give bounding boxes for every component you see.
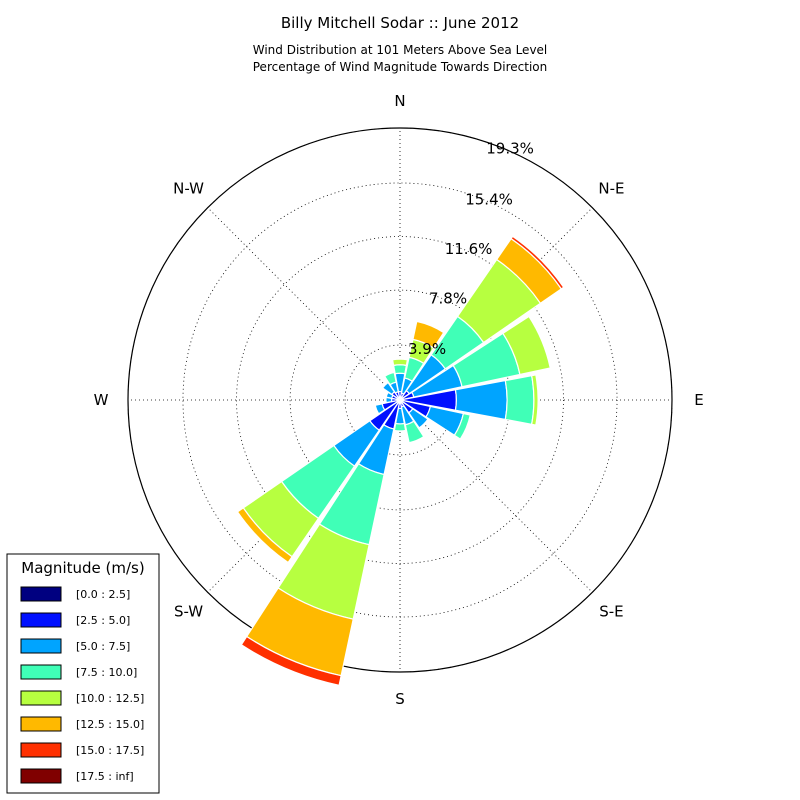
polar-grid (127, 127, 673, 673)
legend-label-5: [12.5 : 15.0] (76, 718, 144, 731)
legend-swatch-4 (20, 690, 62, 706)
direction-label-s-w: S-W (174, 602, 203, 620)
wind-bars (236, 235, 565, 687)
legend-title: Magnitude (m/s) (21, 559, 144, 577)
ring-label-5: 19.3% (486, 140, 534, 158)
legend-swatch-6 (20, 742, 62, 758)
bar-sector-4-bin-4 (530, 374, 539, 426)
direction-label-s-e: S-E (599, 602, 623, 620)
legend-swatch-0 (20, 586, 62, 602)
bar-sector-9-bin-6 (240, 635, 342, 687)
legend-label-1: [2.5 : 5.0] (76, 614, 130, 627)
grid-spoke-8 (207, 207, 401, 401)
direction-label-s: S (395, 690, 405, 708)
grid-ring-4 (182, 182, 618, 618)
bar-sector-8-bin-3 (393, 422, 407, 432)
ring-label-2: 7.8% (429, 289, 467, 307)
grid-ring-3 (236, 236, 564, 564)
axis-labels: N N-E E S-E S S-W W N-W 3.9% 7.8% 11.6% 15.4% 19.3% (94, 92, 704, 708)
bar-sector-0-bin-4 (391, 358, 409, 367)
direction-label-w: W (94, 391, 109, 409)
chart-subtitle-line1: Wind Distribution at 101 Meters Above Se… (253, 43, 548, 57)
legend: Magnitude (m/s) [0.0 : 2.5] [2.5 : 5.0] [5… (6, 553, 160, 794)
bar-sector-15-bin-3 (383, 371, 397, 386)
bar-sector-2-bin-6 (510, 235, 565, 290)
legend-label-2: [5.0 : 7.5] (76, 640, 130, 653)
legend-label-6: [15.0 : 17.5] (76, 744, 144, 757)
bar-sector-3-bin-4 (502, 315, 551, 376)
direction-label-n: N (394, 92, 405, 110)
ring-label-4: 15.4% (465, 190, 513, 208)
legend-swatch-2 (20, 638, 62, 654)
legend-label-0: [0.0 : 2.5] (76, 588, 130, 601)
bar-sector-4-bin-3 (504, 375, 535, 425)
direction-label-e: E (694, 391, 703, 409)
bar-sector-5-bin-3 (453, 412, 472, 440)
bar-sector-6-bin-2 (407, 407, 429, 429)
legend-swatch-3 (20, 664, 62, 680)
ring-label-3: 11.6% (445, 240, 493, 258)
direction-label-n-w: N-W (173, 180, 204, 198)
legend-label-3: [7.5 : 10.0] (76, 666, 137, 679)
bar-sector-0-bin-3 (392, 364, 408, 375)
ring-label-1: 3.9% (408, 340, 446, 358)
legend-label-4: [10.0 : 12.5] (76, 692, 144, 705)
grid-spoke-4 (399, 399, 593, 593)
direction-label-n-e: N-E (598, 180, 624, 198)
legend-swatch-7 (20, 768, 62, 784)
legend-label-7: [17.5 : inf] (76, 770, 134, 783)
bar-sector-1-bin-5 (412, 320, 445, 349)
chart-title: Billy Mitchell Sodar :: June 2012 (281, 14, 519, 32)
outer-circle (127, 127, 673, 673)
chart-subtitle-line2: Percentage of Wind Magnitude Towards Dir… (253, 60, 547, 74)
legend-swatch-5 (20, 716, 62, 732)
bar-sector-7-bin-3 (404, 420, 425, 444)
bar-sector-11-bin-2 (374, 403, 386, 415)
legend-entries: [0.0 : 2.5] [2.5 : 5.0] [5.0 : 7.5] [7.5 : … (20, 586, 144, 784)
legend-swatch-1 (20, 612, 62, 628)
bar-sector-10-bin-5 (236, 507, 293, 564)
